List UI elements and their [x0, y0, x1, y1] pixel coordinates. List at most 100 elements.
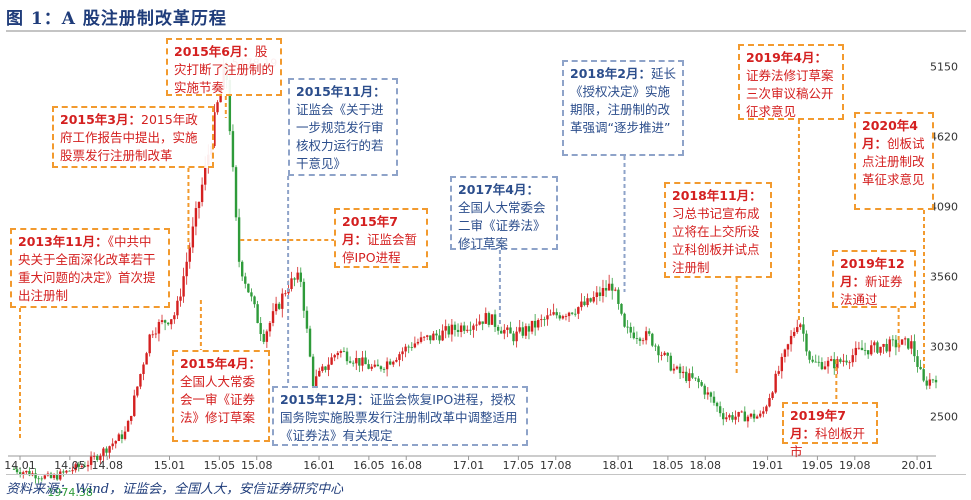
candle-body [139, 374, 142, 387]
candle-body [777, 371, 780, 374]
candle-body [129, 415, 133, 421]
candle-body [925, 380, 928, 386]
candle-body [123, 431, 127, 439]
candle-body [607, 283, 611, 291]
candle-body [836, 359, 839, 369]
candle-body [561, 316, 565, 319]
y-tick-label-4: 4620 [930, 130, 958, 143]
candle-body [863, 350, 867, 351]
candle-body [823, 366, 827, 370]
candle-body [555, 312, 558, 316]
candle-body [934, 379, 938, 383]
candle-body [598, 292, 602, 297]
candle-body [521, 327, 524, 336]
candle-body [552, 312, 555, 315]
candle-body [592, 297, 595, 302]
annotation-2015-07: 2015年7月：证监会暂停IPO进程 [334, 208, 428, 268]
candle-body [669, 355, 673, 371]
annotation-2019-04: 2019年4月：证券法修订草案三次审议稿公开征求意见 [738, 44, 844, 120]
candle-body [22, 472, 25, 475]
candle-body [176, 300, 179, 316]
candle-body [509, 327, 512, 334]
candle-body [265, 331, 269, 342]
candle-body [160, 320, 164, 323]
candle-body [496, 326, 500, 331]
candle-body [259, 323, 262, 334]
candle-body [244, 276, 247, 284]
candle-body [651, 333, 654, 346]
source-rule [6, 474, 966, 475]
x-tick-label-7: 16.05 [353, 459, 385, 472]
candle-body [928, 379, 932, 386]
x-ticks-group: 14.01 14.05 14.08 15.01 15.05 15.08 16.01 16.05… [4, 456, 933, 472]
candle-body [12, 469, 16, 471]
candle-body [870, 345, 873, 355]
candle-body [829, 359, 833, 361]
candle-body [441, 330, 444, 341]
candle-body [228, 80, 232, 132]
annotation-2015-04: 2015年4月：全国人大常委会一审《证券法》修订草案 [172, 350, 270, 442]
candle-body [808, 351, 811, 360]
x-tick-label-12: 18.01 [602, 459, 634, 472]
candle-body [681, 371, 685, 374]
candle-body [126, 420, 130, 432]
candle-body [77, 464, 80, 467]
candle-body [580, 301, 583, 308]
candle-body [577, 307, 580, 314]
candle-body [92, 456, 96, 457]
candle-body [678, 366, 682, 374]
candle-body [632, 332, 636, 339]
candle-body [376, 364, 380, 367]
candle-body [743, 411, 747, 422]
candle-body [59, 471, 62, 480]
candle-body [666, 352, 669, 356]
trough-value-label: 1974.38 [47, 486, 93, 499]
candle-body [685, 371, 688, 382]
candle-body [620, 303, 623, 314]
candle-body [311, 356, 315, 388]
candle-body [15, 469, 19, 473]
candle-body [481, 321, 484, 324]
annotation-2018-02: 2018年2月：延长《授权决定》实施期限，注册制的改革强调“逐步推进” [562, 60, 684, 156]
annotation-2015-03: 2015年3月：2015年政府工作报告中提出，实施股票发行注册制改革 [52, 106, 214, 168]
candle-body [478, 321, 481, 325]
candle-body [111, 443, 114, 447]
x-tick-label-5: 15.08 [241, 459, 273, 472]
candle-body [759, 413, 762, 417]
candle-body [712, 396, 716, 403]
candle-body [28, 470, 31, 476]
candle-body [351, 362, 355, 364]
candle-body [654, 345, 657, 347]
candle-body [799, 324, 802, 328]
candle-body [922, 369, 925, 381]
candle-body [262, 333, 265, 342]
candle-body [629, 326, 632, 333]
candle-body [786, 344, 790, 350]
candle-body [37, 478, 40, 480]
x-tick-label-13: 18.05 [652, 459, 684, 472]
candle-body [919, 366, 922, 370]
figure-title: 图 1：A 股注册制改革历程 [6, 9, 227, 29]
candle-body [792, 331, 796, 336]
x-tick-label-11: 17.08 [540, 459, 572, 472]
candle-body [99, 455, 102, 460]
candle-body [348, 361, 352, 363]
candle-body [604, 288, 608, 291]
candle-body [173, 315, 176, 320]
candle-body [506, 327, 509, 330]
x-tick-label-1: 14.05 [54, 459, 86, 472]
y-tick-label-2: 3560 [930, 270, 958, 283]
candle-body [469, 329, 472, 331]
x-tick-label-9: 17.01 [453, 459, 485, 472]
candle-body [493, 314, 497, 327]
candle-body [373, 364, 376, 367]
candle-body [345, 351, 349, 362]
annotation-2020-04: 2020年4月：创板试点注册制改革征求意见 [854, 112, 934, 210]
candle-body [435, 333, 438, 336]
candle-body [740, 411, 743, 413]
candle-body [540, 319, 543, 321]
candle-body [907, 338, 910, 349]
candle-body [102, 448, 105, 456]
candle-body [734, 416, 737, 420]
candle-body [857, 347, 861, 349]
